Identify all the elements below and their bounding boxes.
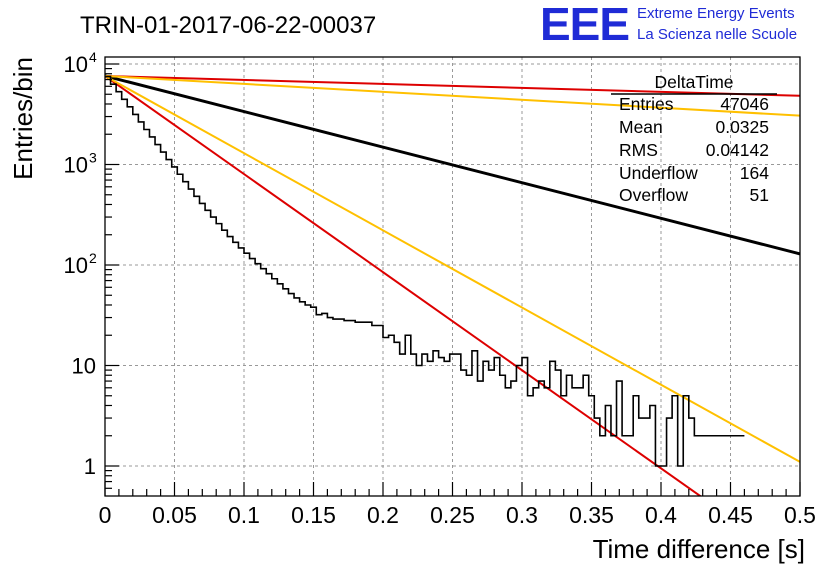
eee-logo: EEE Extreme Energy Events La Scienza nel… [540,0,797,50]
x-tick-label: 0.25 [430,502,475,528]
y-tick-label: 10 [72,354,96,379]
x-axis-title: Time difference [s] [593,534,805,564]
fit-line-3 [105,75,800,463]
x-tick-label: 0.05 [152,502,197,528]
fit-curves [105,74,800,496]
eee-logo-line1: Extreme Energy Events [637,5,795,22]
x-tick-labels: 0 0.05 0.1 0.15 0.2 0.25 0.3 0.35 0.4 0.45 0.5 [99,502,816,528]
stats-label-mean: Mean [619,117,663,137]
x-tick-label: 0.45 [708,502,753,528]
fit-line-1 [105,74,800,256]
stats-label-overflow: Overflow [619,185,688,205]
x-tick-label: 0.5 [784,502,816,528]
stats-value-underflow: 164 [740,163,769,183]
plot-title: TRIN-01-2017-06-22-00037 [80,12,376,39]
stats-value-mean: 0.0325 [715,117,769,137]
fit-line-4 [105,74,800,97]
y-tick-label: 10 [64,52,88,77]
y-tick-exponent: 4 [89,49,97,65]
y-tick-label: 10 [64,253,88,278]
stats-label-rms: RMS [619,140,658,160]
y-tick-exponent: 3 [89,150,97,166]
x-tick-label: 0.15 [291,502,336,528]
x-tick-label: 0.2 [367,502,399,528]
x-tick-label: 0.35 [569,502,614,528]
x-tick-label: 0.1 [228,502,260,528]
stats-label-underflow: Underflow [619,163,698,183]
y-tick-exponent: 2 [89,250,97,266]
x-tick-label: 0.3 [506,502,538,528]
stats-title: DeltaTime [654,72,733,92]
x-tick-label: 0 [99,502,112,528]
y-tick-label: 1 [84,454,96,479]
eee-logo-line2: La Scienza nelle Scuole [637,26,797,43]
y-tick-label: 10 [64,153,88,178]
x-tick-label: 0.4 [645,502,677,528]
stats-value-rms: 0.04142 [706,140,769,160]
fit-line-2 [105,75,702,496]
stats-box: DeltaTime Entries 47046 Mean 0.0325 RMS … [611,72,777,205]
stats-value-overflow: 51 [750,185,769,205]
stats-label-entries: Entries [619,94,674,114]
stats-value-entries: 47046 [720,94,769,114]
y-axis-title: Entries/bin [8,57,38,180]
eee-logo-mark: EEE [540,0,629,50]
axis-ticks [104,63,801,496]
histogram-deltatime [105,75,745,467]
fit-line-5 [105,74,800,117]
